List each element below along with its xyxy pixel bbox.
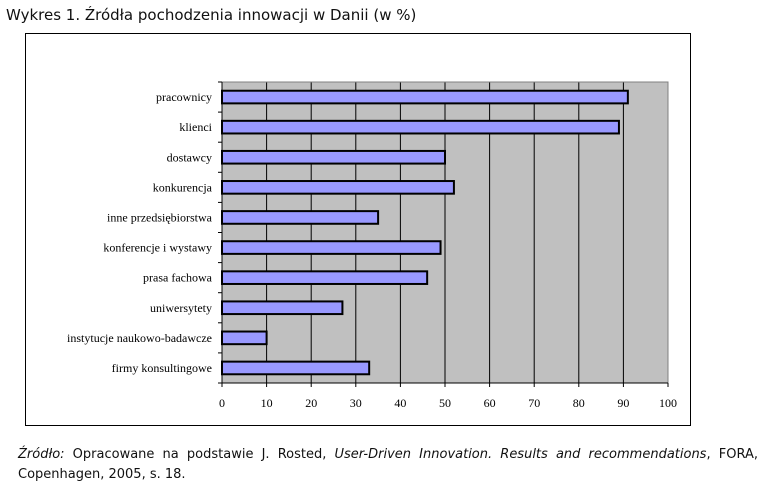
x-tick-label-50: 50 [439,396,451,410]
x-tick-label-20: 20 [305,396,317,410]
category-label-5: konferencje i wystawy [103,241,212,255]
bar-5 [221,240,442,255]
bar-3 [221,180,455,195]
category-label-8: instytucje naukowo-badawcze [67,331,212,345]
source-text-before: Opracowane na podstawie J. Rosted, [64,447,335,462]
x-tick-label-80: 80 [573,396,585,410]
source-text-after: , FORA, Copenhagen, 2005, s. 18. [18,447,758,482]
x-tick-label-100: 100 [659,396,677,410]
source-label: Źródło: [18,447,65,462]
x-tick-label-90: 90 [617,396,629,410]
bar-7 [221,300,344,316]
category-label-9: firmy konsultingowe [112,361,212,375]
category-label-4: inne przedsiębiorstwa [107,210,213,224]
category-label-0: pracownicy [156,90,212,104]
category-label-7: uniwersytety [150,301,212,315]
source-note: Źródło: Opracowane na podstawie J. Roste… [18,445,758,485]
bar-4 [221,210,380,225]
x-tick-label-40: 40 [394,396,406,410]
source-work-title: User-Driven Innovation. Results and reco… [334,447,707,462]
bar-0 [221,89,629,105]
x-tick-label-70: 70 [528,396,540,410]
x-tick-label-0: 0 [219,396,225,410]
x-tick-label-60: 60 [484,396,496,410]
bar-9 [221,360,371,376]
x-tick-label-10: 10 [261,396,273,410]
category-label-6: prasa fachowa [143,271,213,285]
bar-8 [221,330,268,346]
chart-title: Wykres 1. Źródła pochodzenia innowacji w… [6,6,417,24]
x-tick-label-30: 30 [350,396,362,410]
category-label-2: dostawcy [167,150,212,164]
category-label-3: konkurencja [153,180,213,194]
category-label-1: klienci [179,120,212,134]
bar-1 [221,119,620,135]
bar-6 [221,270,429,285]
bar-2 [221,149,446,165]
